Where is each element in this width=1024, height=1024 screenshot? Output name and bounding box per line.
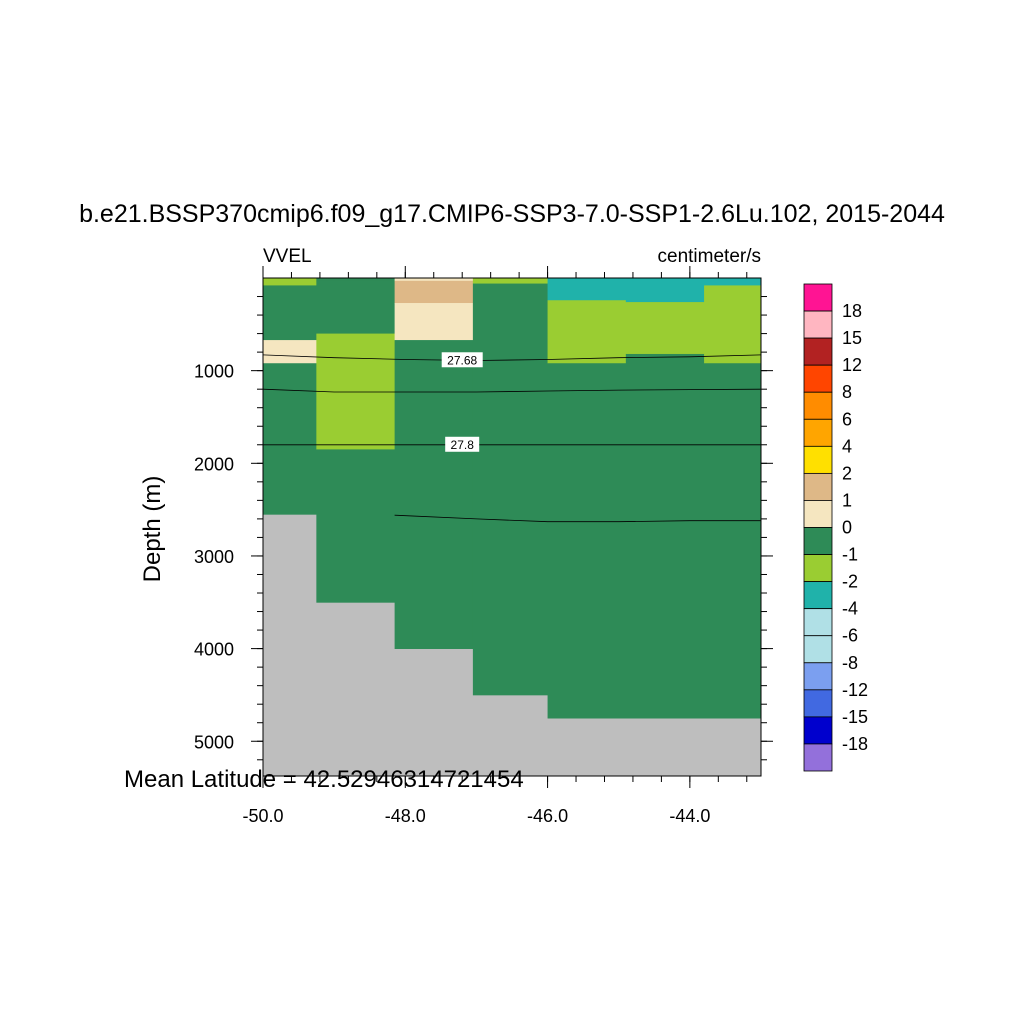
colorbar-swatch xyxy=(803,418,833,447)
y-tick-label: 4000 xyxy=(194,640,234,660)
colorbar-swatch xyxy=(803,554,833,583)
contour-label-bg xyxy=(441,352,483,368)
x-axis: -50.0 -48.0 -46.0 -44.0 xyxy=(242,266,748,826)
y-axis: 1000 2000 3000 4000 5000 xyxy=(194,296,773,761)
heatmap-cell-col6-1 xyxy=(704,285,762,364)
x-tick-label: -46.0 xyxy=(527,806,568,826)
colorbar-swatch xyxy=(803,500,833,528)
heatmap-cell-col6-2 xyxy=(704,363,762,719)
heatmap-cell-col4-1 xyxy=(547,300,627,364)
heatmap-cell-col4-2 xyxy=(547,363,627,719)
colorbar-swatch xyxy=(803,635,833,664)
x-tick-label: -50.0 xyxy=(242,806,283,826)
colorbar-label: 2 xyxy=(842,463,852,483)
heatmap-cell-col2-0 xyxy=(394,278,474,282)
y-tick-label: 3000 xyxy=(194,547,234,567)
density-contour-1 xyxy=(262,388,762,393)
colorbar-swatch xyxy=(803,391,833,420)
heatmap-cell-col3-0 xyxy=(472,278,548,284)
heatmap-cell-col2-3 xyxy=(394,340,474,650)
heatmap-cell-col1-0 xyxy=(316,278,396,282)
colorbar-label: 0 xyxy=(842,518,852,538)
colorbar-swatch xyxy=(803,364,833,393)
colorbar-label: 18 xyxy=(842,301,862,321)
colorbar-label: -2 xyxy=(842,572,858,592)
y-axis-label: Depth (m) xyxy=(139,476,166,583)
contour-layer: 27.68 27.8 xyxy=(262,352,762,523)
colorbar-label: -4 xyxy=(842,599,858,619)
colorbar-swatch xyxy=(803,527,833,555)
colorbar-swatch xyxy=(803,608,833,637)
contour-label: 27.68 xyxy=(447,353,477,367)
variable-subtitle: VVEL xyxy=(263,246,312,267)
heatmap-cell-col5-2 xyxy=(625,353,705,719)
heatmap-cell-col5-0 xyxy=(625,278,705,303)
y-tick-label: 5000 xyxy=(194,732,234,752)
heatmap-cell-col4-0 xyxy=(547,278,627,301)
heatmap-cell-col3-1 xyxy=(472,283,548,696)
x-tick-label: -44.0 xyxy=(669,806,710,826)
contour-label: 27.8 xyxy=(451,438,475,452)
colorbar-swatch xyxy=(803,716,833,745)
mean-latitude-label: Mean Latitude = 42.52946314721454 xyxy=(124,766,524,793)
heatmap-cell-col0-0 xyxy=(263,278,317,286)
plot-area xyxy=(263,278,762,776)
colorbar-label: -15 xyxy=(842,707,868,727)
colorbar-label: -1 xyxy=(842,545,858,565)
colorbar-label: -12 xyxy=(842,680,868,700)
colorbar-label: 4 xyxy=(842,436,852,456)
colorbar-label: 1 xyxy=(842,490,852,510)
x-tick-label: -48.0 xyxy=(385,806,426,826)
colorbar-swatch xyxy=(803,310,833,339)
heatmap-cell-col5-1 xyxy=(625,302,705,355)
colorbar-label: 6 xyxy=(842,409,852,429)
colorbar-swatch xyxy=(803,581,833,610)
colorbar: 18 15 12 8 6 4 2 1 0 -1 -2 -4 -6 -8 -12 -15 -18 xyxy=(803,283,868,772)
heatmap-cell-col2-1 xyxy=(394,280,474,304)
colorbar-label: 12 xyxy=(842,355,862,375)
heatmap-cell-col2-2 xyxy=(394,303,474,341)
colorbar-label: 8 xyxy=(842,382,852,402)
heatmap-cell-col1-3 xyxy=(316,449,396,603)
colorbar-label: 15 xyxy=(842,328,862,348)
heatmap-cell-col0-3 xyxy=(263,363,317,515)
chart-title: b.e21.BSSP370cmip6.f09_g17.CMIP6-SSP3-7.… xyxy=(79,200,945,228)
colorbar-swatch xyxy=(803,743,833,772)
heatmap-cell-col0-1 xyxy=(263,285,317,341)
colorbar-swatch xyxy=(803,472,833,501)
units-subtitle: centimeter/s xyxy=(658,246,761,267)
colorbar-swatch xyxy=(803,662,833,691)
heatmap-cell-col6-0 xyxy=(704,278,762,286)
colorbar-label: -8 xyxy=(842,653,858,673)
density-contour-0 xyxy=(262,354,762,361)
colorbar-swatch xyxy=(803,445,833,474)
colorbar-swatch xyxy=(803,689,833,718)
heatmap-cell-col0-2 xyxy=(263,340,317,364)
plot-frame xyxy=(262,277,762,777)
colorbar-label: -6 xyxy=(842,626,858,646)
density-contour-3 xyxy=(394,514,761,523)
contour-label-bg xyxy=(445,436,480,452)
colorbar-swatch xyxy=(803,337,833,366)
heatmap-cell-col1-1 xyxy=(316,280,396,334)
colorbar-label: -18 xyxy=(842,734,868,754)
y-tick-label: 1000 xyxy=(194,362,234,382)
colorbar-swatch xyxy=(803,283,833,312)
y-tick-label: 2000 xyxy=(194,454,234,474)
